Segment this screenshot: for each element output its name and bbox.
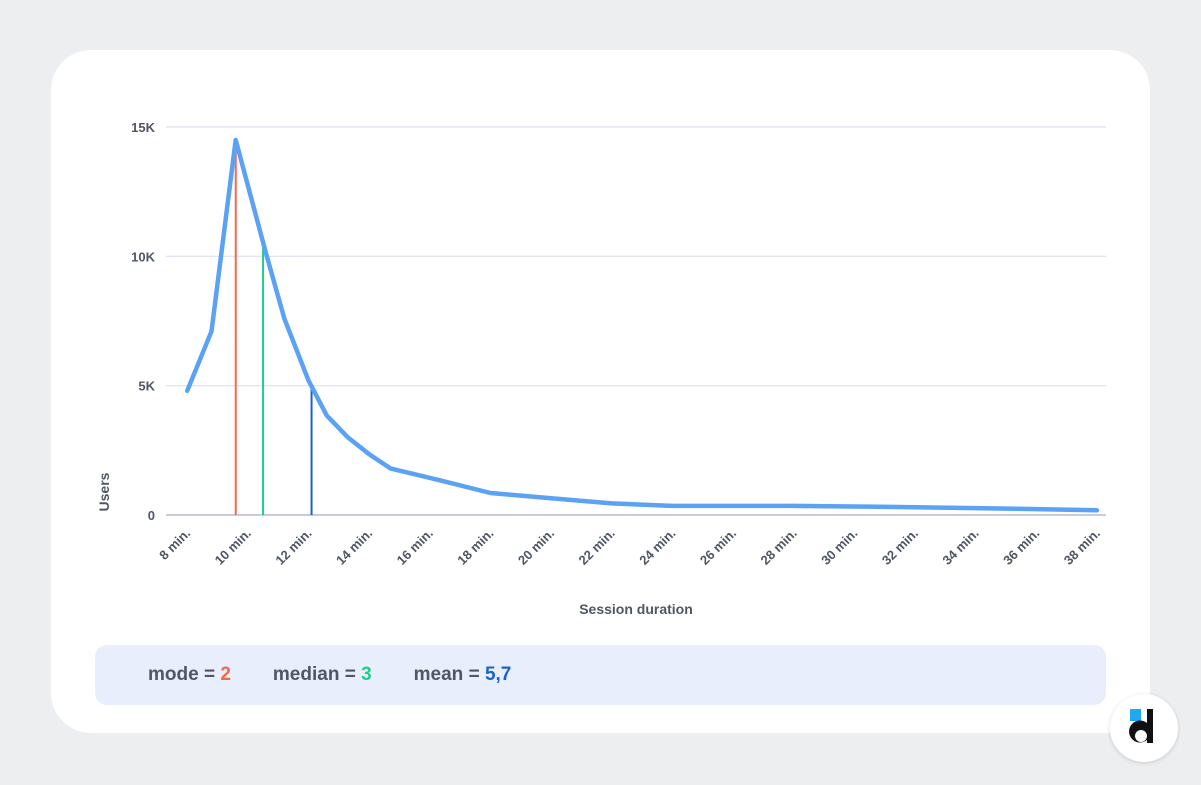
mode-stat: mode = 2 xyxy=(148,664,231,686)
x-tick-label: 20 min. xyxy=(515,526,557,568)
devtodev-logo-icon xyxy=(1129,709,1153,743)
logo-d-glyph xyxy=(1129,709,1153,743)
median-stat: median = 3 xyxy=(273,664,372,686)
y-tick-label: 0 xyxy=(148,508,155,523)
data-point xyxy=(671,505,673,507)
x-tick-label: 28 min. xyxy=(758,526,800,568)
data-point xyxy=(347,436,349,438)
data-point xyxy=(283,317,285,319)
median-stat-value: 3 xyxy=(361,664,372,685)
mean-stat-value: 5,7 xyxy=(484,664,512,685)
data-point xyxy=(489,492,491,494)
x-tick-label: 18 min. xyxy=(454,526,496,568)
x-tick-label: 24 min. xyxy=(636,526,678,568)
mode-stat-value: 2 xyxy=(220,664,231,685)
x-tick-label: 38 min. xyxy=(1061,526,1103,568)
data-point xyxy=(1096,509,1098,511)
mode-stat-label: mode = xyxy=(148,664,221,685)
x-tick-label: 32 min. xyxy=(879,526,921,568)
y-axis-title: Users xyxy=(96,472,112,511)
x-axis-title: Session duration xyxy=(579,601,693,617)
data-point xyxy=(308,379,310,381)
mean-stat: mean = 5,7 xyxy=(414,664,512,686)
median-stat-label: median = xyxy=(272,664,362,685)
x-tick-label: 12 min. xyxy=(272,526,314,568)
devtodev-logo[interactable] xyxy=(1110,694,1178,762)
data-point xyxy=(235,139,237,141)
mean-stat-label: mean = xyxy=(413,664,485,685)
series-line xyxy=(184,137,1100,513)
x-tick-label: 16 min. xyxy=(394,526,436,568)
data-point xyxy=(186,390,188,392)
data-point xyxy=(550,497,552,499)
y-tick-label: 10K xyxy=(131,249,155,264)
logo-accent-shape xyxy=(1130,709,1141,721)
data-point xyxy=(793,505,795,507)
x-tick-label: 36 min. xyxy=(1000,526,1042,568)
session-duration-chart: 0 5K 10K 15K 8 min. 10 min. 12 min. 14 min. 16 m… xyxy=(96,120,1106,617)
x-tick-label: 14 min. xyxy=(333,526,375,568)
x-tick-label: 10 min. xyxy=(212,526,254,568)
data-point xyxy=(326,414,328,416)
x-tick-label: 34 min. xyxy=(939,526,981,568)
data-point xyxy=(611,502,613,504)
x-tick-label: 22 min. xyxy=(576,526,618,568)
data-point xyxy=(210,330,212,332)
stats-panel: mode = 2 median = 3 mean = 5,7 xyxy=(95,645,1106,705)
data-point xyxy=(368,453,370,455)
data-point xyxy=(438,479,440,481)
x-tick-label: 26 min. xyxy=(697,526,739,568)
data-point xyxy=(914,506,916,508)
data-point xyxy=(1035,508,1037,510)
x-tick-label: 8 min. xyxy=(156,526,193,563)
data-point xyxy=(265,253,267,255)
x-tick-label: 30 min. xyxy=(818,526,860,568)
y-tick-label: 15K xyxy=(131,120,155,135)
data-point xyxy=(389,467,391,469)
y-tick-label: 5K xyxy=(138,379,155,394)
